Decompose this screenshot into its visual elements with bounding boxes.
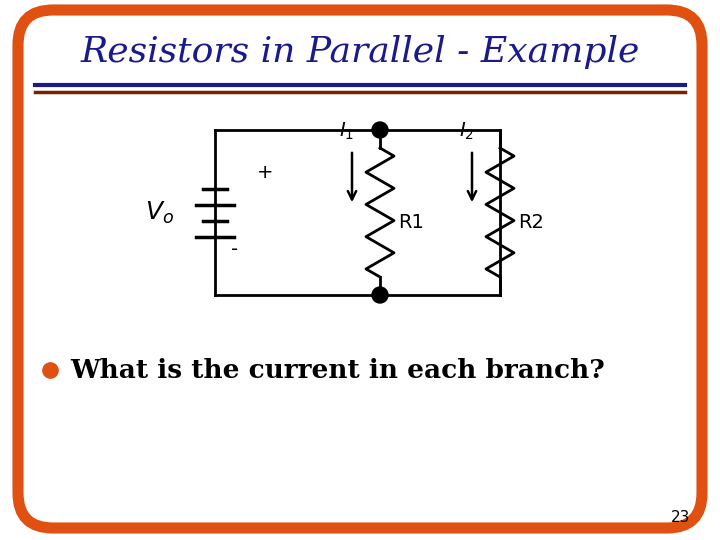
Text: $V_o$: $V_o$ [145, 199, 174, 226]
Text: R1: R1 [398, 213, 424, 232]
Text: Resistors in Parallel - Example: Resistors in Parallel - Example [81, 35, 639, 69]
Text: R2: R2 [518, 213, 544, 232]
Text: -: - [231, 240, 238, 259]
Text: $I_2$: $I_2$ [459, 121, 474, 142]
Circle shape [372, 122, 388, 138]
FancyBboxPatch shape [18, 10, 702, 528]
Text: 23: 23 [670, 510, 690, 525]
Circle shape [372, 287, 388, 303]
Text: $I_1$: $I_1$ [339, 121, 354, 142]
Text: What is the current in each branch?: What is the current in each branch? [70, 357, 605, 382]
Text: +: + [257, 163, 274, 182]
